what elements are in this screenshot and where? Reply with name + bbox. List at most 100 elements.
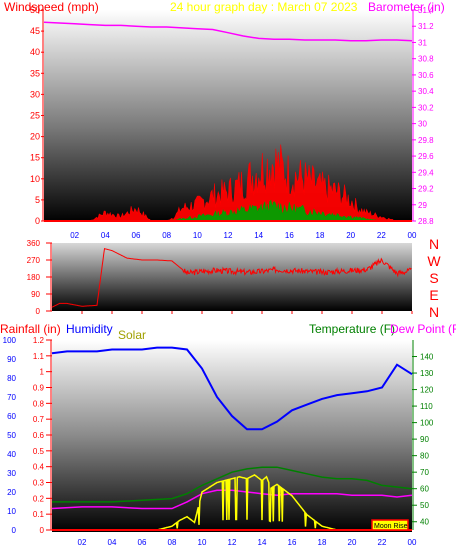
wind-tick-label: 25 xyxy=(30,111,40,121)
wind-tick-label: 10 xyxy=(30,174,40,184)
temperature-tick-label: 130 xyxy=(420,369,434,378)
direction-tick-label: 360 xyxy=(27,239,41,248)
panel-bottom-bg xyxy=(52,340,412,532)
bottom-x-tick-label: 16 xyxy=(288,538,297,547)
wind-tick-label: 50 xyxy=(30,5,40,15)
direction-y-axis: 0 90 180 270 360 xyxy=(27,239,52,316)
wind-tick-label: 45 xyxy=(30,26,40,36)
humidity-tick-label: 60 xyxy=(7,412,16,421)
humidity-tick-label: 70 xyxy=(7,393,16,402)
wind-tick-label: 20 xyxy=(30,132,40,142)
wind-tick-label: 0 xyxy=(35,216,40,226)
humidity-tick-label: 50 xyxy=(7,431,16,440)
direction-line xyxy=(51,248,412,308)
moon-rise-box xyxy=(371,519,409,531)
rain-humidity-y-axis: 0 10 20 30 40 50 60 70 80 90 100 0 0.1 0.2 0.3 0.4 0.5 0.… xyxy=(3,336,52,535)
bottom-x-tick-label: 06 xyxy=(138,538,147,547)
humidity-tick-label: 40 xyxy=(7,450,16,459)
temperature-tick-label: 80 xyxy=(420,452,429,461)
wind-x-tick-label: 02 xyxy=(70,231,79,240)
temperature-line xyxy=(52,466,413,503)
pressure-tick-label: 30.4 xyxy=(418,87,434,96)
bottom-x-tick-label: 12 xyxy=(228,538,237,547)
compass-label: N xyxy=(429,304,439,320)
wind-x-tick-label: 08 xyxy=(162,231,171,240)
wind-x-tick-label: 06 xyxy=(132,231,141,240)
compass-label: S xyxy=(429,270,438,286)
rain-tick-label: 0.2 xyxy=(33,494,45,503)
compass-label: E xyxy=(429,287,438,303)
title-dewpoint: Dew Point (F) xyxy=(390,322,456,336)
direction-x-axis xyxy=(81,311,413,314)
rain-tick-label: 1.2 xyxy=(33,336,45,345)
humidity-tick-label: 10 xyxy=(7,507,16,516)
wind-x-tick-label: 00 xyxy=(408,231,417,240)
pressure-line xyxy=(43,21,413,42)
moon-rise-label: Moon Rise xyxy=(374,523,408,530)
wind-x-tick-label: 20 xyxy=(346,231,355,240)
wind-x-tick-label: 04 xyxy=(101,231,110,240)
temperature-tick-label: 70 xyxy=(420,468,429,477)
pressure-tick-label: 29 xyxy=(418,201,427,210)
compass-label: W xyxy=(427,253,441,269)
humidity-tick-label: 100 xyxy=(3,336,17,345)
wind-x-tick-label: 16 xyxy=(285,231,294,240)
humidity-tick-label: 30 xyxy=(7,469,16,478)
rain-tick-label: 0.6 xyxy=(33,431,45,440)
direction-tick-label: 270 xyxy=(27,256,41,265)
rain-tick-label: 0 xyxy=(40,526,45,535)
wind-tick-label: 40 xyxy=(30,47,40,57)
wind-x-tick-label: 18 xyxy=(316,231,325,240)
pressure-tick-label: 29.6 xyxy=(418,152,434,161)
direction-tick-label: 180 xyxy=(27,273,41,282)
panel-wind-bg xyxy=(44,10,412,222)
temperature-tick-label: 40 xyxy=(420,518,429,527)
rain-tick-label: 0.8 xyxy=(33,399,45,408)
bottom-x-axis: 02 04 06 08 10 12 14 16 18 20 22 00 xyxy=(78,538,417,547)
wind-x-axis: 02 04 06 08 10 12 14 16 18 20 22 00 xyxy=(70,231,417,240)
temperature-tick-label: 90 xyxy=(420,435,429,444)
temperature-tick-label: 120 xyxy=(420,386,434,395)
temperature-y-axis: 40 50 60 70 80 90 100 110 120 130 140 xyxy=(412,340,434,530)
bottom-x-tick-label: 20 xyxy=(348,538,357,547)
pressure-y-axis: 28.8 29 29.2 29.4 29.6 29.8 30 30.2 30.4 30.6 30.8… xyxy=(412,6,434,226)
wind-x-tick-label: 22 xyxy=(377,231,386,240)
bottom-x-tick-label: 14 xyxy=(258,538,267,547)
pressure-tick-label: 29.2 xyxy=(418,185,434,194)
rain-tick-label: 1 xyxy=(40,368,45,377)
rain-tick-label: 0.1 xyxy=(33,510,45,519)
temperature-tick-label: 140 xyxy=(420,353,434,362)
title-windspeed: Windspeed (mph) xyxy=(4,0,99,14)
wind-tick-label: 30 xyxy=(30,89,40,99)
rain-tick-label: 0.3 xyxy=(33,479,45,488)
pressure-tick-label: 29.4 xyxy=(418,168,434,177)
pressure-tick-label: 30.6 xyxy=(418,71,434,80)
temperature-tick-label: 100 xyxy=(420,419,434,428)
humidity-tick-label: 20 xyxy=(7,488,16,497)
title-rainfall: Rainfall (in) xyxy=(0,322,61,336)
pressure-tick-label: 30.2 xyxy=(418,103,434,112)
compass-label: N xyxy=(429,236,439,252)
wind-x-tick-label: 12 xyxy=(224,231,233,240)
pressure-tick-label: 29.8 xyxy=(418,136,434,145)
wind-tick-label: 5 xyxy=(35,195,40,205)
pressure-tick-label: 31.4 xyxy=(418,6,434,15)
rain-tick-label: 0.7 xyxy=(33,415,45,424)
wind-y-axis: 0 5 10 15 20 25 30 35 40 45 50 xyxy=(30,5,44,226)
title-temperature: Temperature (F) xyxy=(309,322,395,336)
humidity-tick-label: 90 xyxy=(7,355,16,364)
pressure-tick-label: 28.8 xyxy=(418,217,434,226)
title-barometer: Barometer (in) xyxy=(368,0,445,14)
temperature-tick-label: 110 xyxy=(420,402,433,411)
direction-tick-label: 90 xyxy=(31,290,40,299)
title-date: 24 hour graph day : March 07 2023 xyxy=(170,0,358,14)
rain-tick-label: 0.9 xyxy=(33,384,45,393)
rain-tick-label: 1.1 xyxy=(33,352,45,361)
title-solar: Solar xyxy=(118,328,146,342)
panel-direction-bg xyxy=(52,243,412,311)
title-humidity: Humidity xyxy=(66,322,113,336)
bottom-x-tick-label: 02 xyxy=(78,538,87,547)
pressure-tick-label: 30 xyxy=(418,120,427,129)
